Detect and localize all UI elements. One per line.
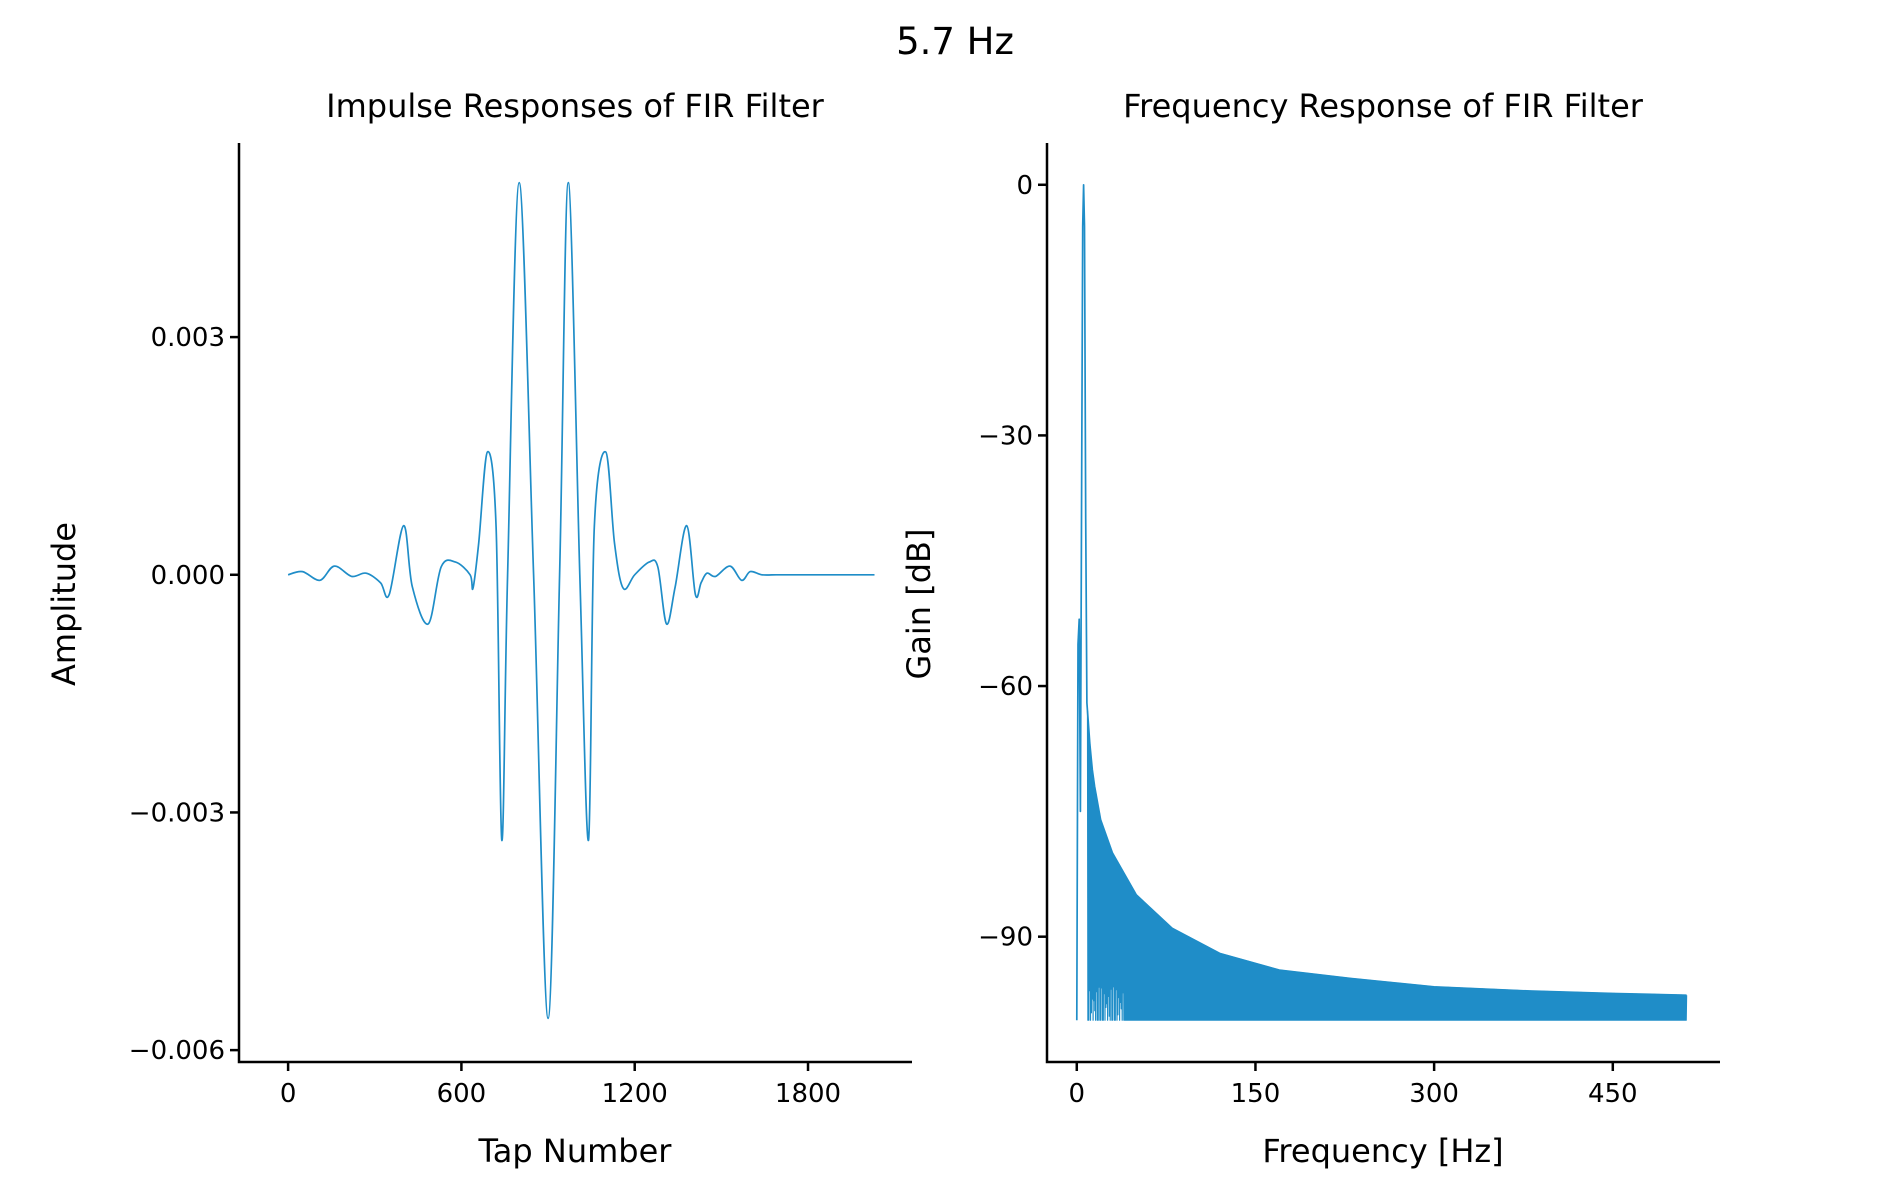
impulse-plot-area [287,181,875,1020]
impulse-series-line-0 [287,181,875,1020]
frequency-y-axis-label: Gain [dB] [900,529,938,680]
frequency-x-axis-label: Frequency [Hz] [1262,1132,1503,1170]
impulse-x-tick-label-0: 0 [280,1079,297,1109]
impulse-y-tick-label-2: 0.000 [151,561,225,591]
frequency-series-envelope-0 [1075,183,1687,1021]
impulse-y-tick-label-1: −0.003 [129,798,225,828]
frequency-y-tick-label-2: −30 [978,421,1033,451]
impulse-y-tick-label-0: −0.006 [129,1036,225,1066]
frequency-y-tick-label-0: −90 [978,923,1033,953]
impulse-x-tick-label-3: 1800 [775,1079,841,1109]
frequency-x-tick-label-1: 150 [1231,1079,1281,1109]
frequency-ticks: 0 150 300 450 −90 −60 −30 0 [978,171,1637,1109]
frequency-chart-title: Frequency Response of FIR Filter [1123,87,1644,125]
frequency-axes-spines [1045,143,1720,1064]
frequency-plot-area [1075,183,1688,1021]
impulse-chart-title: Impulse Responses of FIR Filter [326,87,825,125]
impulse-y-tick-label-3: 0.003 [151,323,225,353]
impulse-ticks: 0 600 1200 1800 −0.006 −0.003 0.000 0.003 [129,323,841,1109]
impulse-x-tick-label-1: 600 [437,1079,487,1109]
frequency-x-tick-label-2: 300 [1409,1079,1459,1109]
impulse-y-axis-label: Amplitude [45,522,83,686]
impulse-axes-spines [237,143,912,1064]
frequency-series-ripple-0 [1086,711,1688,1021]
impulse-response-chart: Impulse Responses of FIR Filter Tap Numb… [45,87,912,1170]
frequency-y-tick-label-1: −60 [978,672,1033,702]
frequency-y-tick-label-3: 0 [1016,171,1033,201]
frequency-response-chart: Frequency Response of FIR Filter Frequen… [900,87,1720,1170]
figure-suptitle: 5.7 Hz [896,20,1014,63]
frequency-x-tick-label-0: 0 [1069,1079,1086,1109]
frequency-x-tick-label-3: 450 [1588,1079,1638,1109]
impulse-x-axis-label: Tap Number [478,1132,673,1170]
impulse-x-tick-label-2: 1200 [602,1079,668,1109]
